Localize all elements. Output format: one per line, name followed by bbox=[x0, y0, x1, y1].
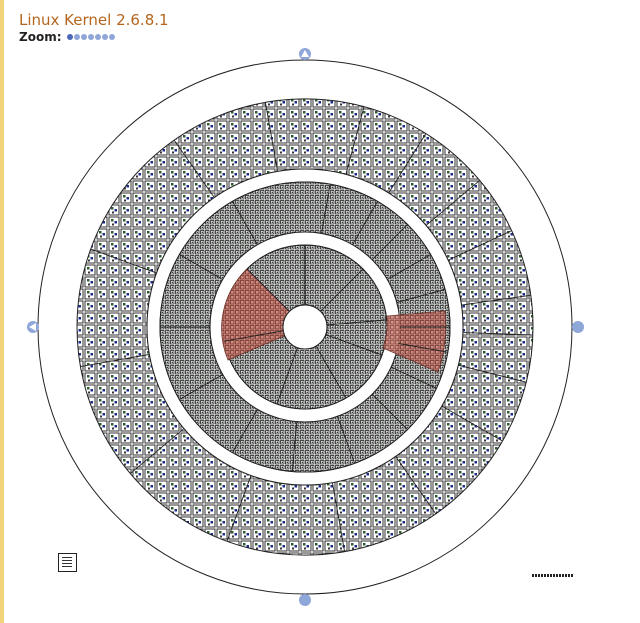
sector-divider bbox=[398, 343, 448, 353]
sector-divider bbox=[321, 184, 331, 234]
sector-divider bbox=[331, 482, 346, 552]
center-hole bbox=[282, 304, 328, 350]
sector-divider bbox=[448, 230, 512, 261]
sector-divider bbox=[462, 332, 533, 336]
sector-divider bbox=[173, 139, 215, 198]
zoom-level-dot[interactable] bbox=[101, 34, 108, 40]
sector-divider bbox=[90, 248, 157, 274]
sector-divider bbox=[315, 345, 347, 399]
sector-divider bbox=[232, 409, 258, 453]
sector-divider bbox=[226, 475, 252, 542]
sector-divider bbox=[276, 347, 298, 405]
nav-down-button[interactable] bbox=[299, 594, 311, 606]
overview-thumbnail[interactable] bbox=[58, 553, 77, 572]
sector-divider bbox=[326, 319, 387, 326]
sector-divider bbox=[345, 106, 365, 175]
zoom-level-dot[interactable] bbox=[66, 34, 73, 40]
nav-up-button[interactable] bbox=[299, 48, 311, 60]
highlighted-wedge[interactable] bbox=[221, 268, 306, 361]
sector-divider bbox=[396, 289, 446, 303]
sector-divider bbox=[371, 393, 408, 430]
nav-left-button[interactable] bbox=[27, 321, 39, 333]
sector-divider bbox=[130, 428, 185, 474]
sector-divider bbox=[179, 374, 223, 400]
sector-divider bbox=[246, 268, 290, 312]
dot-icon bbox=[572, 321, 584, 333]
left-accent-bar bbox=[0, 0, 4, 623]
sector-divider bbox=[320, 268, 364, 312]
dot-icon bbox=[299, 594, 311, 606]
nav-right-button[interactable] bbox=[572, 321, 584, 333]
zoom-level-dot[interactable] bbox=[73, 34, 80, 40]
sector-divider bbox=[395, 456, 437, 515]
zoom-label: Zoom: bbox=[19, 30, 62, 44]
page-title: Linux Kernel 2.6.8.1 bbox=[19, 11, 169, 29]
sector-dividers bbox=[80, 102, 533, 552]
footer-caption-graphic bbox=[532, 574, 574, 577]
sector-divider bbox=[80, 353, 150, 368]
arrow-up-icon bbox=[301, 50, 309, 57]
sector-divider bbox=[325, 334, 383, 356]
zoom-level-dot[interactable] bbox=[87, 34, 94, 40]
highlighted-wedge-right[interactable] bbox=[382, 310, 447, 373]
sector-divider bbox=[232, 201, 258, 245]
zoom-level-dot[interactable] bbox=[80, 34, 87, 40]
sector-divider bbox=[388, 133, 427, 194]
zoom-level-dot[interactable] bbox=[108, 34, 115, 40]
sector-divider bbox=[179, 254, 223, 280]
sector-divider bbox=[291, 421, 298, 472]
arrow-left-icon bbox=[29, 323, 36, 331]
sector-divider bbox=[371, 224, 408, 261]
sector-divider bbox=[390, 366, 437, 389]
sector-divider bbox=[352, 201, 378, 245]
zoom-level-dot[interactable] bbox=[94, 34, 101, 40]
sector-divider bbox=[441, 405, 503, 442]
sector-divider bbox=[425, 180, 480, 226]
sector-divider bbox=[461, 294, 531, 306]
sector-divider bbox=[458, 364, 527, 383]
sector-divider bbox=[224, 330, 284, 342]
zoom-levels bbox=[66, 34, 115, 40]
sector-divider bbox=[264, 102, 279, 172]
sector-divider bbox=[387, 254, 431, 280]
zoom-control: Zoom: bbox=[19, 30, 115, 44]
sector-divider bbox=[337, 416, 356, 464]
